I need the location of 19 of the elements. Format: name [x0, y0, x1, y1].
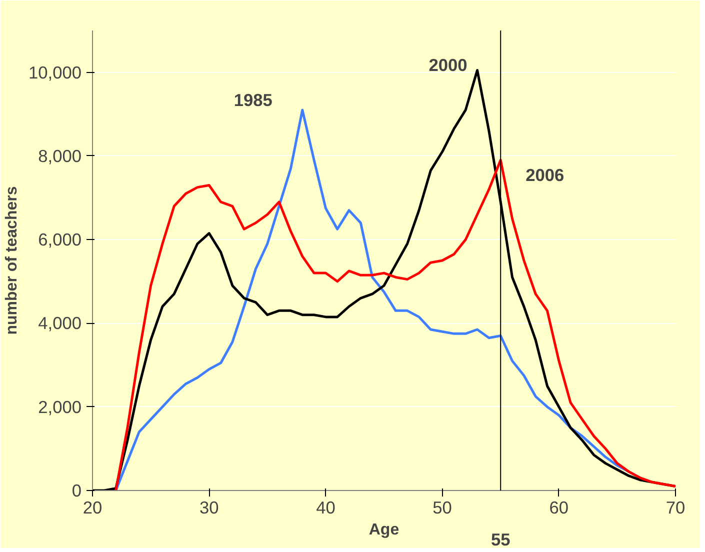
annotation: 1985 [234, 90, 273, 110]
y-tick-label: 4,000 [38, 313, 82, 334]
x-tick-label: 30 [199, 498, 219, 518]
x-tick-label: 40 [316, 498, 336, 518]
x-tick-label: 50 [432, 498, 452, 518]
y-tick-label: 10,000 [28, 62, 82, 82]
y-tick-label: 6,000 [38, 230, 82, 250]
x-tick-label: 70 [666, 498, 686, 518]
ref-line-label: 55 [490, 530, 511, 550]
y-tick-label: 0 [72, 480, 82, 500]
x-tick-label: 60 [549, 498, 569, 518]
y-tick-label: 2,000 [38, 396, 82, 417]
x-axis-title: Age [368, 522, 400, 538]
y-axis-title: number of teachers [4, 186, 20, 335]
x-tick-label: 20 [82, 498, 102, 518]
line-series [114, 158, 676, 490]
annotation: 2000 [428, 55, 468, 76]
y-tick-label: 8,000 [38, 146, 82, 166]
annotation: 2006 [526, 165, 565, 186]
